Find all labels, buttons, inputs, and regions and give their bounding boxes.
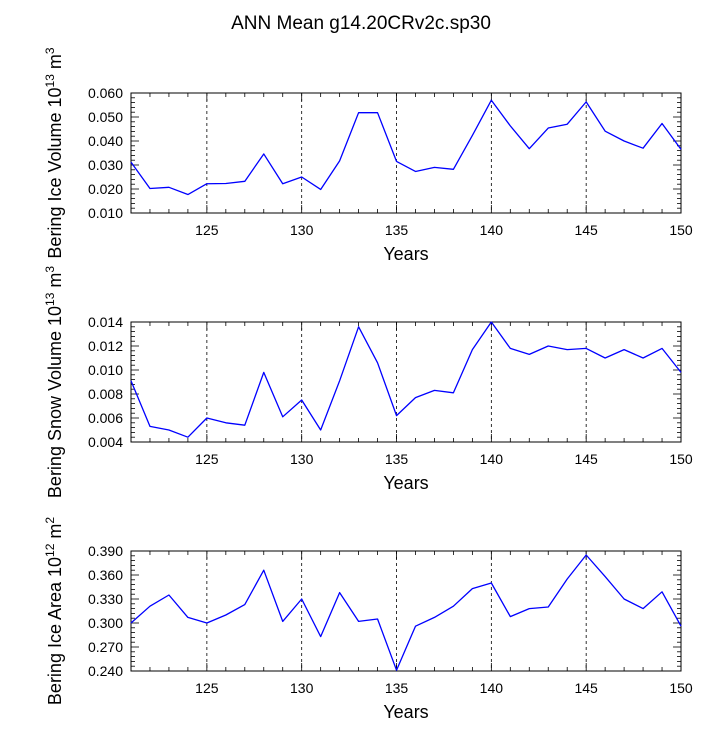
x-tick-label: 140	[480, 680, 504, 696]
x-tick-label: 135	[385, 222, 409, 238]
x-tick-label: 135	[385, 451, 409, 467]
y-tick-label: 0.390	[88, 543, 123, 559]
y-tick-label: 0.014	[88, 314, 123, 330]
y-tick-label: 0.300	[88, 615, 123, 631]
x-tick-label: 125	[195, 451, 219, 467]
figure-title: ANN Mean g14.20CRv2c.sp30	[231, 13, 491, 34]
y-axis-label-superscript: 2	[43, 517, 57, 524]
x-tick-label: 140	[480, 451, 504, 467]
y-tick-label: 0.008	[88, 386, 123, 402]
x-tick-label: 130	[290, 222, 314, 238]
series-line	[130, 554, 682, 671]
y-axis-label-part: m	[45, 524, 65, 544]
plot-frame	[130, 550, 682, 672]
x-tick-label: 150	[669, 451, 693, 467]
series-line	[130, 99, 682, 196]
y-tick-label: 0.010	[88, 362, 123, 378]
x-tick-label: 125	[195, 222, 219, 238]
y-axis-label-superscript: 13	[43, 74, 57, 88]
x-axis-label: Years	[383, 473, 428, 493]
x-tick-label: 135	[385, 680, 409, 696]
y-tick-label: 0.020	[88, 181, 123, 197]
y-axis-label-part: m	[45, 54, 65, 74]
y-tick-label: 0.240	[88, 663, 123, 679]
y-axis-label-part: Bering Ice Volume 10	[45, 87, 65, 258]
x-tick-label: 140	[480, 222, 504, 238]
y-axis-label-part: m	[45, 273, 65, 293]
x-tick-label: 150	[669, 222, 693, 238]
series-line	[130, 321, 682, 438]
x-tick-label: 130	[290, 451, 314, 467]
y-axis-label-superscript: 13	[43, 292, 57, 306]
y-tick-label: 0.050	[88, 109, 123, 125]
plot-frame	[130, 92, 682, 214]
x-tick-label: 145	[574, 680, 598, 696]
y-tick-label: 0.270	[88, 639, 123, 655]
panels: 125 130 135 140 145 150 0.010 0.020 0.030 0.040 0.…	[43, 47, 693, 722]
y-tick-label: 0.010	[88, 205, 123, 221]
y-tick-label: 0.330	[88, 591, 123, 607]
x-tick-label: 150	[669, 680, 693, 696]
x-tick-label: 130	[290, 680, 314, 696]
y-tick-label: 0.006	[88, 410, 123, 426]
x-tick-label: 125	[195, 680, 219, 696]
y-axis-label-superscript: 3	[43, 266, 57, 273]
x-tick-label: 145	[574, 222, 598, 238]
x-tick-label: 145	[574, 451, 598, 467]
y-axis-label-part: Bering Snow Volume 10	[45, 306, 65, 498]
y-tick-label: 0.360	[88, 567, 123, 583]
y-tick-label: 0.040	[88, 133, 123, 149]
y-tick-label: 0.060	[88, 85, 123, 101]
y-axis-label-superscript: 12	[43, 543, 57, 557]
y-tick-label: 0.012	[88, 338, 123, 354]
y-axis-label-superscript: 3	[43, 47, 57, 54]
chart-ice-volume: 125 130 135 140 145 150 0.010 0.020 0.030 0.040 0.…	[43, 47, 693, 264]
chart-ice-area: 125 130 135 140 145 150 0.240 0.270 0.300 0.330 0.…	[43, 517, 693, 722]
y-tick-label: 0.030	[88, 157, 123, 173]
y-axis-label: Bering Ice Area 1012 m2	[43, 517, 65, 705]
x-axis-label: Years	[383, 702, 428, 722]
y-tick-label: 0.004	[88, 434, 123, 450]
y-axis-label: Bering Snow Volume 1013 m3	[43, 266, 65, 498]
y-axis-label-part: Bering Ice Area 10	[45, 557, 65, 705]
y-axis-label: Bering Ice Volume 1013 m3	[43, 47, 65, 258]
plot-frame	[130, 321, 682, 443]
chart-snow-volume: 125 130 135 140 145 150 0.004 0.006 0.008 0.010 0.…	[43, 266, 693, 498]
x-axis-label: Years	[383, 244, 428, 264]
